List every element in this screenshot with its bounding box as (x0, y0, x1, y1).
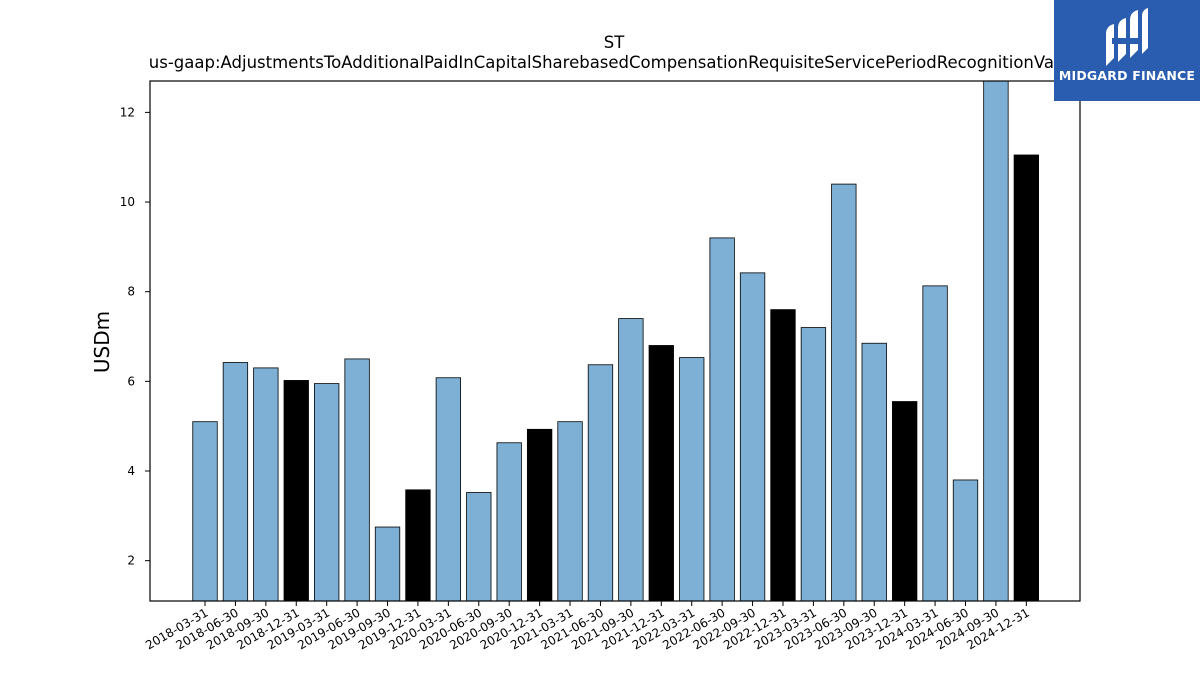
y-axis: 2 4 6 8 10 12 (120, 105, 150, 568)
bar-2021-12-31 (648, 345, 674, 601)
bar-2018-06-30 (222, 362, 249, 601)
bar-2022-12-31 (770, 309, 796, 601)
x-axis: 2018-03-312018-06-302018-09-302018-12-31… (143, 601, 1032, 652)
bar-2018-09-30 (253, 367, 279, 601)
bar-2019-12-31 (405, 489, 431, 601)
bar-2023-06-30 (831, 183, 857, 601)
bar-2020-06-30 (466, 492, 492, 601)
bar-2024-06-30 (952, 479, 979, 601)
bar-2023-12-31 (892, 401, 918, 601)
bar-2023-03-31 (800, 327, 827, 601)
midgard-finance-logo: MIDGARD FINANCE (1054, 0, 1200, 101)
bar-2024-12-31 (1013, 154, 1039, 601)
y-tick-label: 12 (120, 105, 135, 119)
bar-2019-06-30 (344, 358, 370, 601)
bar-2018-12-31 (283, 380, 309, 601)
bar-2019-09-30 (374, 526, 401, 601)
bar-2022-03-31 (679, 357, 705, 601)
plot-frame (149, 80, 1081, 602)
bar-2020-12-31 (526, 428, 553, 601)
bar-2021-03-31 (557, 421, 583, 601)
bar-2021-09-30 (618, 318, 644, 601)
logo-text: MIDGARD FINANCE (1058, 68, 1196, 83)
bar-2022-09-30 (739, 272, 766, 601)
y-tick-label: 10 (120, 195, 135, 209)
y-tick-label: 8 (127, 285, 135, 299)
y-axis-label: USDm (90, 311, 114, 373)
chart-title: ST (604, 33, 625, 52)
bar-2018-03-31 (192, 421, 218, 601)
y-tick-label: 6 (127, 374, 135, 388)
bar-2021-06-30 (587, 364, 614, 601)
bar-2020-03-31 (435, 377, 462, 601)
bar-2024-09-30 (983, 81, 1009, 601)
bar-2023-09-30 (861, 342, 887, 601)
bar-2022-06-30 (709, 237, 735, 601)
y-tick-label: 2 (127, 554, 135, 568)
chart-subtitle: us-gaap:AdjustmentsToAdditionalPaidInCap… (149, 53, 1079, 72)
logo-mark-icon (1106, 8, 1148, 66)
bar-2020-09-30 (496, 442, 522, 601)
bar-2024-03-31 (922, 285, 948, 601)
y-tick-label: 4 (127, 464, 135, 478)
bars-group (192, 81, 1039, 601)
bar-2019-03-31 (314, 383, 340, 601)
